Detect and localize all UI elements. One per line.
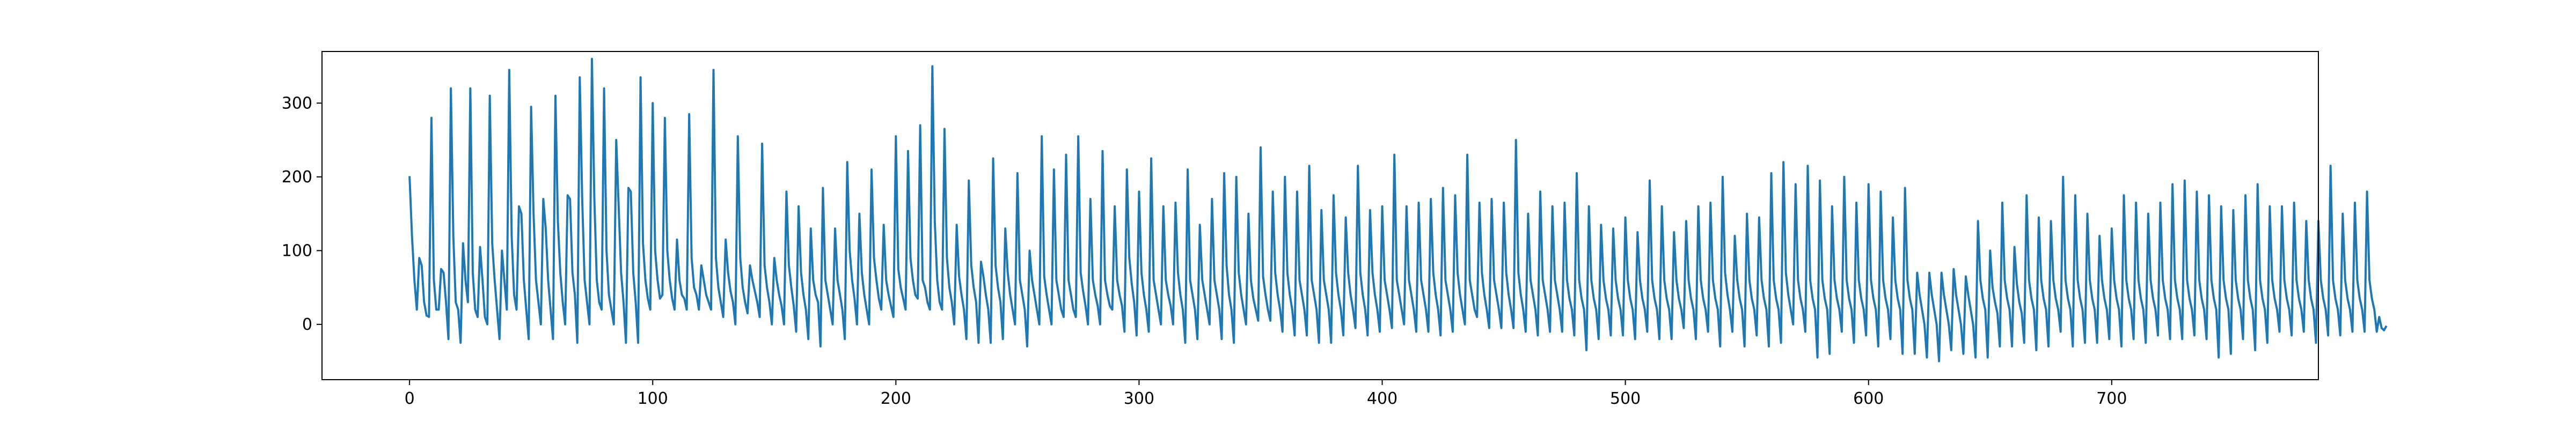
x-tick-label: 700: [2096, 389, 2127, 408]
y-tick-label: 300: [282, 94, 312, 113]
series-line-0: [408, 57, 2388, 363]
x-tick-label: 400: [1367, 389, 1397, 408]
y-tick-label: 100: [282, 241, 312, 260]
x-tick-label: 300: [1124, 389, 1154, 408]
y-tick-label: 200: [282, 168, 312, 187]
axes-frame: [321, 51, 2319, 380]
x-tick-label: 100: [638, 389, 668, 408]
x-axis: 0 100 200 300 400 500 600 700: [405, 380, 2127, 408]
x-tick-label: 500: [1610, 389, 1641, 408]
y-tick-label: 0: [302, 315, 312, 334]
y-axis: 0 100 200 300: [282, 94, 322, 334]
x-tick-label: 600: [1853, 389, 1884, 408]
plot-area: [408, 57, 2388, 363]
x-tick-label: 0: [405, 389, 415, 408]
x-tick-label: 200: [881, 389, 911, 408]
